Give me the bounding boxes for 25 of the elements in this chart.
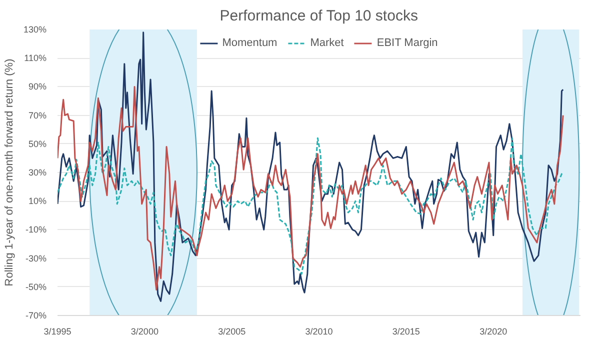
x-tick-label: 3/2000 (130, 326, 158, 336)
y-axis-title: Rolling 1-year of one-month forward return (%) (3, 58, 16, 286)
y-tick-label: -70% (25, 310, 47, 320)
y-tick-label: 90% (28, 82, 46, 92)
legend-label: Momentum (222, 37, 278, 49)
x-tick-label: 3/2020 (480, 326, 508, 336)
legend-label: Market (310, 37, 344, 49)
line-series (58, 86, 564, 291)
y-tick-label: 130% (23, 24, 47, 34)
y-tick-label: -50% (25, 282, 47, 292)
chart-title: Performance of Top 10 stocks (220, 8, 418, 24)
x-tick-label: 3/2010 (305, 326, 333, 336)
line-series (58, 137, 564, 275)
x-tick-label: 3/2015 (392, 326, 420, 336)
line-series (58, 32, 564, 302)
y-tick-label: 50% (28, 138, 46, 149)
legend-label: EBIT Margin (376, 37, 438, 49)
y-tick-label: 70% (28, 110, 46, 120)
y-tick-label: 110% (24, 53, 47, 64)
x-tick-label: 3/1995 (44, 326, 72, 336)
x-tick-label: 3/2005 (218, 326, 246, 336)
y-tick-label: -10% (25, 224, 47, 235)
y-tick-label: -30% (25, 253, 47, 264)
y-tick-label: 30% (28, 168, 46, 178)
y-tick-label: 10% (28, 196, 46, 206)
